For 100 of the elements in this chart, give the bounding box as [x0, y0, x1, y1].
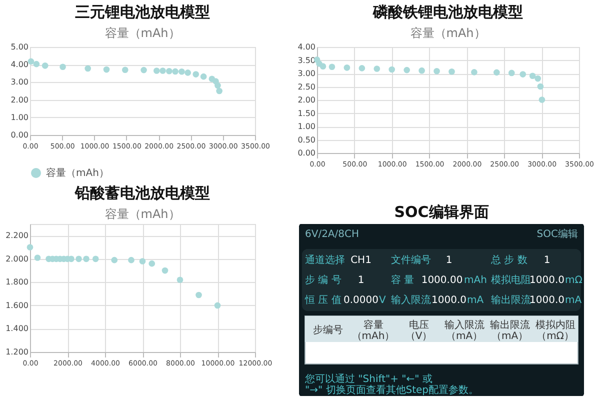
text: 模拟内阻（mΩ）: [535, 319, 576, 342]
point: [537, 83, 544, 90]
text: 模拟电阻: [491, 274, 531, 286]
point: [529, 72, 536, 80]
chart-subtitle: 容量（mAh）: [104, 26, 180, 40]
y-tick-label: 1.600: [6, 300, 28, 310]
point: [111, 256, 118, 264]
y-tick-label: 1.00: [298, 122, 316, 131]
text: 输出限流（mA）: [490, 319, 530, 342]
point: [28, 58, 34, 65]
y-tick-label: 2.200: [6, 231, 28, 240]
y-tick-label: 2.50: [298, 82, 316, 92]
point: [192, 71, 200, 78]
point: [214, 82, 221, 89]
point: [538, 96, 546, 103]
text: 文件编号: [391, 254, 431, 266]
text: 步编号: [312, 324, 343, 336]
point: [344, 64, 350, 71]
text: 恒 压 值: [304, 294, 342, 306]
text: mΩ: [565, 275, 583, 286]
y-tick-label: 1.800: [6, 278, 28, 287]
chart-title: 铅酸蓄电池放电模型: [74, 184, 210, 202]
y-tick-label: 3.00: [10, 78, 28, 87]
point: [26, 244, 34, 250]
point: [76, 256, 82, 262]
text: 总 步 数: [490, 254, 528, 266]
y-tick-label: 1.200: [6, 348, 28, 356]
text: 步 编 号: [305, 274, 342, 286]
y-tick-label: 1.00: [10, 112, 28, 122]
point: [184, 70, 191, 76]
text: 输入限流: [391, 294, 431, 306]
point: [196, 292, 202, 298]
y-tick-label: 0.00: [298, 148, 316, 158]
point: [160, 68, 166, 74]
point: [448, 68, 455, 75]
text: 您可以通过 "Shift"+ "←" 或 "→" 切换页面查看其他Step配置参数。: [304, 373, 479, 396]
point: [320, 63, 326, 70]
text: 1000.0: [432, 295, 466, 306]
y-tick-label: 1.400: [6, 324, 28, 334]
point: [83, 256, 90, 262]
point: [84, 65, 92, 72]
y-tick-label: 4.00: [298, 42, 316, 52]
point: [404, 66, 410, 74]
text: 1: [446, 255, 452, 266]
text: 6V/2A/8CH: [305, 229, 360, 240]
text: 容 量: [391, 274, 414, 286]
point: [153, 68, 160, 74]
point: [172, 68, 178, 75]
point: [148, 260, 156, 267]
text: 1000.0: [530, 295, 564, 306]
text: 输出限流: [491, 294, 531, 306]
point: [471, 69, 478, 76]
legend-label: 容量（mAh）: [46, 167, 109, 179]
point: [34, 254, 41, 261]
chart-subtitle: 容量（mAh）: [410, 26, 486, 40]
text: 通道选择: [305, 254, 345, 266]
point: [68, 256, 74, 262]
chart-title: 磷酸铁锂电池放电模型: [372, 3, 523, 21]
point: [128, 256, 134, 264]
y-tick-label: 2.00: [10, 95, 28, 104]
point: [388, 66, 396, 73]
point: [200, 73, 207, 80]
point: [178, 68, 185, 75]
point: [103, 66, 110, 73]
text: mA: [565, 295, 582, 306]
text: mA: [467, 295, 484, 306]
text: CH1: [350, 255, 372, 266]
point: [216, 88, 222, 94]
y-tick-label: 1.50: [298, 108, 316, 118]
point: [358, 65, 366, 72]
text: 输入限流（mA）: [444, 319, 484, 342]
point: [176, 276, 184, 284]
point: [140, 66, 147, 74]
point: [493, 69, 500, 76]
point: [374, 66, 380, 72]
point: [328, 64, 336, 70]
text: V: [379, 295, 386, 306]
text: 0.0000: [344, 295, 378, 306]
chart-title: 三元锂电池放电模型: [75, 3, 210, 21]
point: [162, 267, 168, 274]
y-tick-label: 0.50: [298, 135, 316, 144]
point: [214, 302, 221, 309]
point: [508, 70, 515, 76]
text: SOC编辑: [536, 228, 578, 240]
y-tick-label: 2.00: [298, 96, 316, 104]
point: [534, 75, 541, 82]
chart-subtitle: 容量（mAh）: [104, 207, 180, 221]
text: mAh: [464, 275, 487, 286]
point: [60, 64, 66, 70]
y-tick-label: 0.00: [10, 130, 28, 140]
text: 容量（mAh）: [352, 319, 395, 342]
text: 1000.00: [421, 275, 463, 286]
point: [33, 60, 40, 68]
y-tick-label: 3.00: [298, 69, 316, 78]
text: 电压（V）: [405, 319, 432, 342]
point: [166, 68, 172, 74]
point: [42, 62, 48, 69]
point: [434, 68, 440, 74]
text: 1000.0: [530, 275, 564, 286]
point: [92, 256, 99, 262]
